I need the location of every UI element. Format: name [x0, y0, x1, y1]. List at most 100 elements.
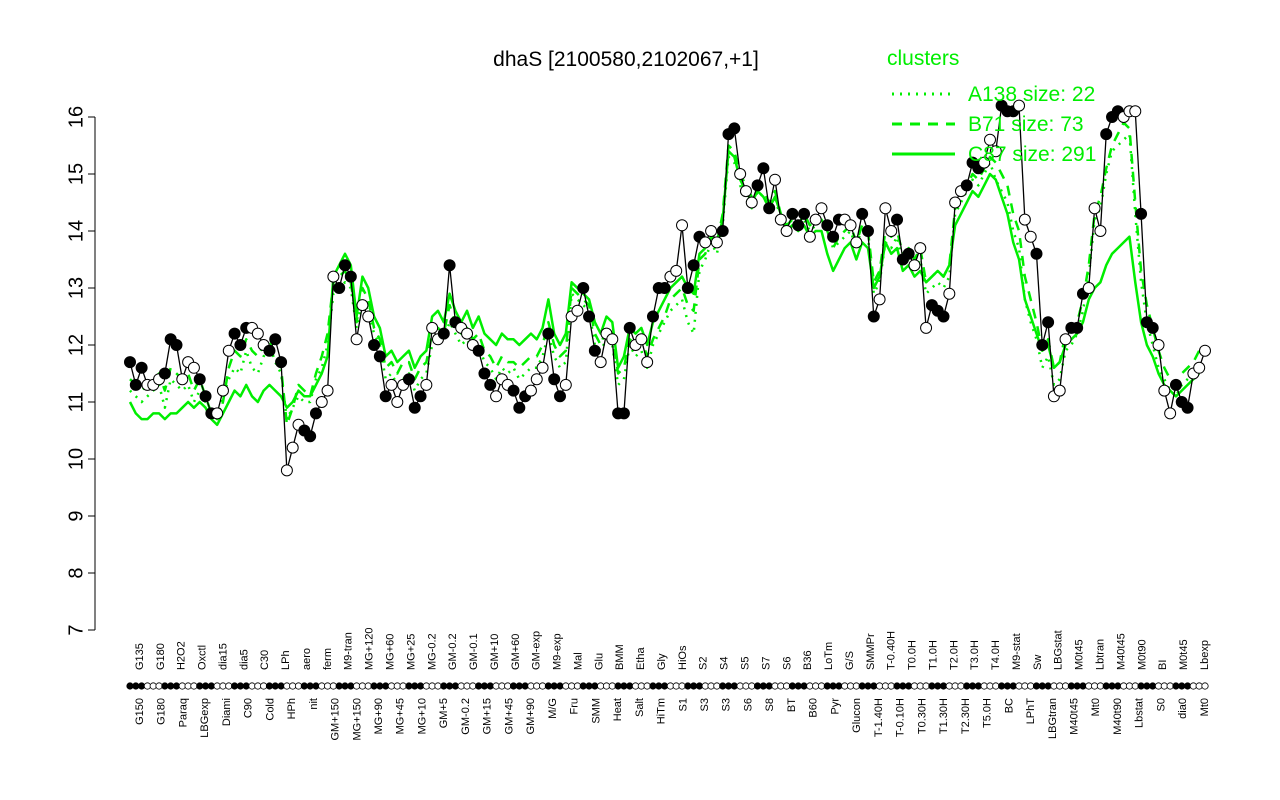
x-tick-label: nit	[308, 698, 320, 710]
data-point	[513, 401, 526, 414]
x-tick-label: MG+60	[384, 634, 396, 670]
x-tick-label: Paraq	[177, 698, 189, 727]
data-point	[687, 259, 700, 272]
x-tick-label: Etha	[635, 646, 647, 670]
data-point	[571, 304, 584, 317]
data-point	[490, 390, 503, 403]
y-tick-label: 14	[65, 220, 87, 242]
x-tick-label: T-0.10H	[895, 698, 907, 737]
x-tick-label: SMM	[590, 698, 602, 724]
data-point	[984, 133, 996, 146]
data-point	[437, 327, 450, 340]
x-tick-label: LoTm	[823, 642, 835, 670]
x-tick-label: Diami	[221, 698, 233, 726]
y-tick-label: 15	[65, 163, 87, 185]
data-point	[1164, 407, 1177, 420]
x-tick-label: S7	[760, 657, 772, 670]
data-point	[641, 356, 654, 369]
data-point	[583, 310, 596, 323]
x-tick-label: S1	[677, 698, 689, 711]
y-tick-label: 12	[65, 334, 87, 356]
y-tick-label: 7	[65, 624, 87, 635]
x-tick-label: MG+10	[416, 698, 428, 734]
x-tick-label: Mt0	[1199, 698, 1211, 716]
x-tick-label: M9-stat	[1011, 633, 1023, 670]
data-point	[472, 344, 485, 357]
y-tick-label: 13	[65, 277, 87, 299]
x-tick-labels-top: G135 G180 H2O2 Oxctl dia15 dia5 C30 LPh aero ferm…	[134, 628, 1211, 671]
x-tick-label: T2.0H	[948, 640, 960, 670]
cluster-lines	[128, 121, 1201, 427]
x-tick-label: G180	[155, 643, 167, 670]
x-tick-label: C30	[259, 650, 271, 670]
data-point	[850, 236, 863, 249]
data-point	[542, 327, 555, 340]
legend-label: B71 size: 73	[968, 113, 1084, 136]
data-point	[368, 339, 381, 351]
x-tick-label: T0.30H	[916, 698, 928, 734]
data-point	[798, 207, 811, 220]
data-point	[391, 396, 404, 408]
data-point	[937, 310, 950, 323]
data-point	[286, 441, 299, 454]
x-tick-label: M0t45	[1178, 639, 1190, 670]
data-point	[234, 339, 247, 351]
data-point	[577, 282, 590, 294]
data-point	[1018, 213, 1031, 226]
data-point	[385, 378, 398, 391]
data-point	[193, 373, 206, 386]
data-point	[1135, 207, 1148, 220]
data-point	[379, 390, 392, 403]
y-tick-label: 16	[65, 106, 87, 128]
data-point	[635, 333, 648, 346]
data-point	[1146, 321, 1159, 334]
data-point	[1100, 128, 1113, 141]
x-tick-label: dia0	[1177, 698, 1189, 719]
data-point	[187, 361, 200, 374]
data-point	[1036, 339, 1049, 351]
x-tick-label: G150	[134, 698, 146, 725]
data-point	[339, 259, 351, 272]
x-tick-label: GM+90	[525, 698, 537, 734]
data-point	[315, 396, 328, 408]
data-point	[402, 373, 415, 386]
data-point	[763, 202, 776, 215]
data-point	[658, 282, 671, 294]
data-point	[356, 299, 369, 312]
x-tick-label: M/G	[547, 698, 559, 719]
x-tick-label: LBGtran	[1047, 698, 1059, 739]
data-point	[309, 407, 322, 420]
data-point	[891, 213, 904, 226]
data-point	[414, 390, 427, 403]
data-point	[681, 282, 694, 294]
data-point	[135, 361, 148, 374]
data-point	[1059, 333, 1072, 346]
data-point	[129, 378, 142, 391]
x-tick-label: BC	[1003, 698, 1015, 713]
x-tick-label: LBGstat	[1053, 630, 1065, 670]
x-tick-label: BT	[786, 698, 798, 712]
data-point	[199, 390, 212, 403]
data-point	[559, 378, 572, 391]
x-tick-label: G/S	[844, 651, 856, 670]
data-point	[780, 225, 793, 237]
x-tick-label: ferm	[322, 648, 334, 670]
data-point	[745, 196, 758, 209]
data-point	[548, 373, 561, 386]
data-point	[124, 356, 136, 369]
data-point	[943, 287, 956, 300]
x-tick-label: HiTm	[656, 698, 668, 724]
x-tick-label: MG+90	[373, 698, 385, 734]
data-point	[879, 202, 892, 215]
data-point	[1042, 316, 1055, 329]
data-point	[408, 401, 421, 414]
data-point	[1193, 361, 1206, 374]
x-tick-label: T-0.40H	[886, 631, 898, 670]
x-tick-label: S4	[719, 657, 731, 670]
data-point	[275, 356, 288, 369]
x-tick-label: LPh	[280, 650, 292, 670]
x-tick-label: Lbstat	[1134, 698, 1146, 728]
x-tick-label: GM-0.2	[460, 698, 472, 735]
